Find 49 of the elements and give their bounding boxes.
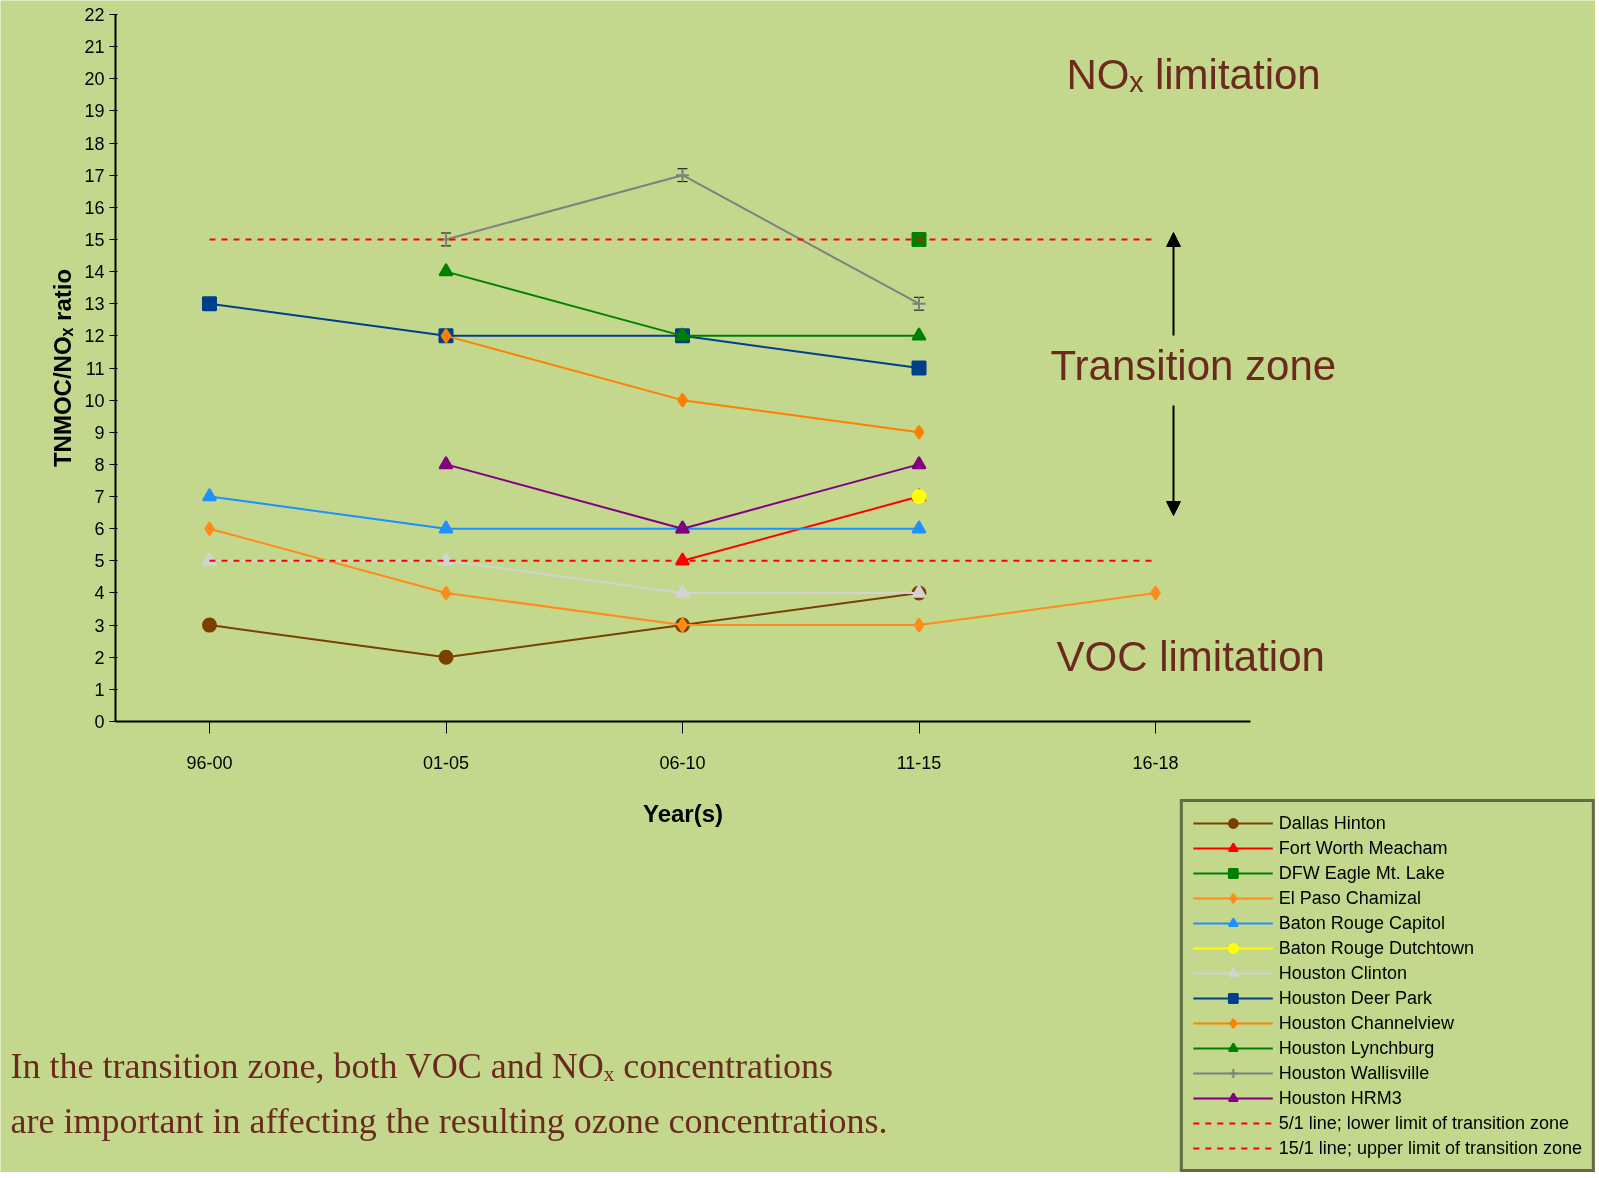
y-tick-label: 2 bbox=[94, 647, 105, 668]
y-tick-label: 22 bbox=[84, 5, 105, 25]
annotation: NOₓ limitation bbox=[1066, 51, 1321, 98]
legend-label: El Paso Chamizal bbox=[1278, 887, 1421, 909]
y-tick-label: 14 bbox=[84, 262, 105, 283]
y-tick-label: 9 bbox=[94, 422, 105, 443]
annotation: Transition zone bbox=[1050, 342, 1337, 389]
x-tick-label: 16-18 bbox=[1132, 752, 1179, 773]
y-tick-label: 11 bbox=[85, 358, 105, 379]
text: are important in affecting the resulting ozone concentrations. bbox=[10, 1100, 888, 1141]
legend-label: Houston HRM3 bbox=[1278, 1087, 1402, 1109]
x-tick-label: 96-00 bbox=[186, 752, 233, 773]
legend-label: Baton Rouge Capitol bbox=[1278, 912, 1445, 934]
x-tick-label: 01-05 bbox=[422, 752, 470, 773]
y-tick-label: 0 bbox=[94, 712, 105, 732]
y-tick-label: 17 bbox=[84, 165, 105, 186]
y-tick-label: 19 bbox=[84, 101, 105, 122]
y-tick-label: 8 bbox=[94, 454, 105, 475]
annotation: VOC limitation bbox=[1056, 633, 1325, 680]
legend-label: Houston Deer Park bbox=[1278, 987, 1432, 1009]
y-tick-label: 3 bbox=[94, 615, 105, 636]
legend-label: Houston Clinton bbox=[1278, 962, 1407, 984]
y-tick-label: 1 bbox=[94, 679, 105, 700]
y-tick-label: 12 bbox=[84, 326, 105, 347]
legend-label: Houston Channelview bbox=[1278, 1012, 1454, 1034]
y-tick-label: 10 bbox=[84, 390, 105, 411]
x-tick-label: 06-10 bbox=[659, 752, 706, 773]
legend-label: DFW Eagle Mt. Lake bbox=[1278, 862, 1445, 884]
y-tick-label: 16 bbox=[84, 197, 105, 218]
y-tick-label: 15 bbox=[84, 229, 105, 250]
x-tick-label: 11-15 bbox=[896, 752, 942, 773]
y-tick-label: 4 bbox=[94, 583, 105, 604]
legend-label: Houston Wallisville bbox=[1278, 1062, 1430, 1084]
y-tick-label: 7 bbox=[94, 487, 105, 508]
x-axis-title: Year(s) bbox=[642, 799, 724, 827]
legend-label: 15/1 line; upper limit of transition zone bbox=[1278, 1137, 1582, 1159]
y-tick-label: 18 bbox=[84, 133, 105, 154]
y-axis-title: TNMOC/NOₓ ratio bbox=[49, 268, 77, 468]
text: In the transition zone, both VOC and NOₓ concentrations bbox=[10, 1045, 834, 1086]
y-tick-label: 13 bbox=[84, 294, 105, 315]
y-tick-label: 5 bbox=[94, 551, 105, 572]
legend-label: Fort Worth Meacham bbox=[1278, 837, 1448, 859]
y-tick-label: 21 bbox=[84, 37, 105, 58]
legend-label: 5/1 line; lower limit of transition zone bbox=[1278, 1112, 1569, 1134]
legend-label: Dallas Hinton bbox=[1278, 812, 1386, 834]
legend-label: Houston Lynchburg bbox=[1278, 1037, 1435, 1059]
y-tick-label: 6 bbox=[94, 519, 105, 540]
legend-label: Baton Rouge Dutchtown bbox=[1278, 937, 1474, 959]
y-tick-label: 20 bbox=[84, 69, 105, 90]
